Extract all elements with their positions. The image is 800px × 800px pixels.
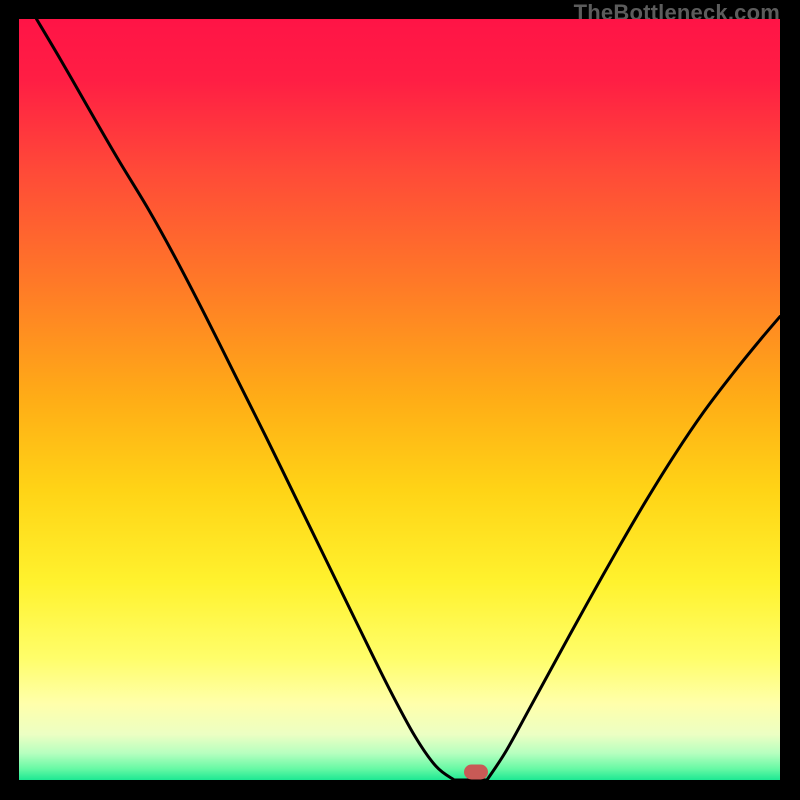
- plot-area: [19, 19, 780, 780]
- bottleneck-curve: [37, 19, 781, 780]
- curve-layer: [19, 19, 780, 780]
- minimum-marker: [464, 765, 488, 780]
- chart-container: TheBottleneck.com: [0, 0, 800, 800]
